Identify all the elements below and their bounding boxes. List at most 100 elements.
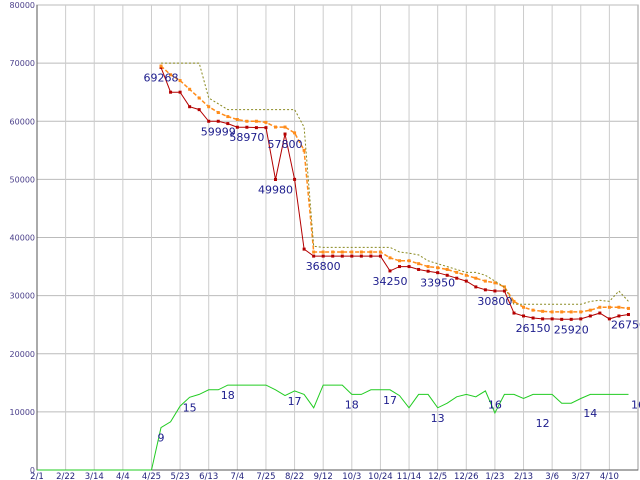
- series-marker-1: [359, 250, 363, 254]
- y-tick-label: 50000: [10, 175, 35, 184]
- series-marker-0: [569, 317, 573, 321]
- data-label: 58970: [229, 131, 264, 144]
- series-marker-1: [579, 310, 583, 314]
- series-marker-1: [598, 305, 602, 309]
- series-marker-1: [493, 281, 497, 285]
- series-marker-1: [378, 250, 382, 254]
- series-marker-0: [283, 132, 287, 136]
- series-marker-0: [188, 105, 192, 109]
- x-tick-label: 7/25: [256, 472, 275, 480]
- data-label: 26150: [516, 322, 551, 335]
- data-label: 16: [488, 398, 502, 411]
- y-tick-label: 10000: [10, 408, 35, 417]
- series-marker-0: [598, 311, 602, 315]
- data-label: 17: [288, 395, 302, 408]
- series-marker-1: [407, 259, 411, 263]
- series-marker-1: [502, 285, 506, 289]
- y-tick-label: 30000: [10, 292, 35, 301]
- series-marker-0: [626, 313, 630, 317]
- series-marker-1: [541, 309, 545, 313]
- x-tick-label: 2/1: [30, 472, 44, 480]
- data-label: 34250: [372, 275, 407, 288]
- x-tick-label: 5/23: [171, 472, 190, 480]
- series-marker-0: [502, 289, 506, 293]
- data-label: 49980: [258, 183, 293, 196]
- series-marker-1: [321, 250, 325, 254]
- series-marker-0: [398, 265, 402, 269]
- series-marker-0: [483, 288, 487, 292]
- series-marker-0: [340, 254, 344, 258]
- series-marker-0: [197, 108, 201, 112]
- series-marker-0: [541, 317, 545, 321]
- series-line-1: [160, 65, 629, 313]
- series-marker-1: [331, 250, 335, 254]
- x-tick-label: 4/25: [142, 472, 161, 480]
- x-tick-label: 3/14: [85, 472, 104, 480]
- x-tick-label: 9/12: [314, 472, 333, 480]
- series-marker-0: [474, 285, 478, 289]
- data-label: 16: [631, 398, 640, 411]
- series-marker-0: [216, 119, 220, 123]
- series-marker-0: [522, 314, 526, 318]
- series-marker-1: [264, 120, 268, 124]
- series-marker-1: [197, 96, 201, 100]
- series-marker-1: [159, 64, 163, 68]
- series-marker-0: [579, 317, 583, 321]
- series-marker-1: [169, 73, 173, 77]
- data-label: 17: [383, 394, 397, 407]
- data-label: 30800: [477, 295, 512, 308]
- series-marker-1: [550, 310, 554, 314]
- series-marker-1: [626, 306, 630, 310]
- x-tick-label: 11/14: [397, 472, 422, 480]
- data-label: 18: [345, 398, 359, 411]
- series-marker-0: [350, 254, 354, 258]
- series-marker-0: [273, 177, 277, 181]
- series-marker-0: [235, 125, 239, 129]
- data-label: 15: [183, 401, 197, 414]
- series-marker-0: [426, 269, 430, 273]
- data-label: 14: [583, 407, 597, 420]
- x-tick-label: 3/27: [571, 472, 590, 480]
- series-marker-0: [312, 254, 316, 258]
- series-marker-1: [188, 87, 192, 91]
- series-marker-0: [264, 126, 268, 130]
- data-label: 25920: [554, 323, 589, 336]
- series-marker-1: [369, 250, 373, 254]
- series-marker-1: [216, 111, 220, 115]
- series-marker-1: [483, 279, 487, 283]
- x-tick-label: 4/10: [600, 472, 619, 480]
- series-marker-0: [378, 254, 382, 258]
- series-marker-1: [436, 266, 440, 270]
- y-tick-label: 0: [30, 466, 35, 475]
- x-axis: 2/1 2/22 3/14 4/4 4/25 5/23 6/13 7/4 7/25 8/22 9/1…: [30, 472, 619, 480]
- x-tick-label: 12/5: [428, 472, 447, 480]
- series-marker-0: [359, 254, 363, 258]
- series-marker-1: [445, 267, 449, 271]
- data-label: 57800: [268, 138, 303, 151]
- series-marker-0: [464, 279, 468, 283]
- series-marker-0: [226, 122, 230, 126]
- data-label: 59999: [201, 125, 236, 138]
- data-label: 69268: [144, 71, 179, 84]
- series-marker-0: [550, 317, 554, 321]
- series-marker-1: [207, 105, 211, 109]
- series-marker-0: [169, 90, 173, 94]
- series-marker-1: [531, 308, 535, 312]
- series-marker-0: [254, 126, 258, 130]
- series-marker-1: [350, 250, 354, 254]
- data-label: 36800: [306, 260, 341, 273]
- series-marker-1: [312, 250, 316, 254]
- series-marker-1: [455, 270, 459, 274]
- series-marker-1: [398, 259, 402, 263]
- x-tick-label: 3/6: [545, 472, 559, 480]
- series-marker-1: [273, 125, 277, 129]
- series-marker-1: [245, 119, 249, 123]
- series-marker-0: [321, 254, 325, 258]
- series-marker-1: [512, 299, 516, 303]
- series-marker-0: [436, 271, 440, 275]
- series-marker-1: [560, 310, 564, 314]
- series-marker-1: [569, 310, 573, 314]
- series-marker-1: [426, 265, 430, 269]
- y-axis: 0 10000 20000 30000 40000 50000 60000 70000 8000…: [10, 1, 35, 475]
